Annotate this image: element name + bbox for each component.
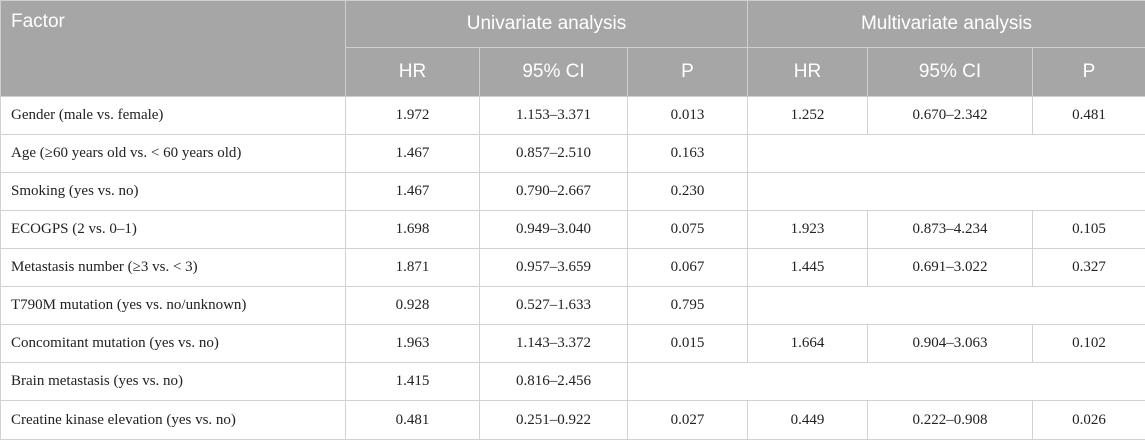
univariate-header: Univariate analysis	[344, 0, 749, 48]
table-row: Brain metastasis (yes vs. no) 1.415 0.81…	[0, 362, 1145, 401]
univariate-p-cell: 0.013	[626, 96, 749, 135]
multivariate-ci-cell: 0.873–4.234	[867, 210, 1034, 249]
univariate-p-cell: 0.163	[626, 134, 749, 173]
multivariate-empty-cell	[747, 134, 1145, 173]
multivariate-p-cell: 0.105	[1032, 210, 1145, 249]
univariate-ci-cell: 0.949–3.040	[479, 210, 628, 249]
factor-cell: Creatine kinase elevation (yes vs. no)	[0, 400, 346, 440]
table-row: Concomitant mutation (yes vs. no) 1.963 …	[0, 324, 1145, 363]
univariate-p-cell: 0.067	[626, 248, 749, 287]
multivariate-p-cell: 0.026	[1032, 400, 1145, 440]
univariate-ci-cell: 0.251–0.922	[479, 400, 628, 440]
table-row: Smoking (yes vs. no) 1.467 0.790–2.667 0…	[0, 172, 1145, 211]
table-header: Factor Univariate analysis Multivariate …	[0, 0, 1145, 97]
univariate-hr-cell: 0.928	[345, 286, 480, 325]
univariate-ci-cell: 0.790–2.667	[479, 172, 628, 211]
univariate-hr-cell: 1.871	[345, 248, 480, 287]
univariate-hr-cell: 1.698	[345, 210, 480, 249]
table-row: ECOGPS (2 vs. 0–1) 1.698 0.949–3.040 0.0…	[0, 210, 1145, 249]
univariate-ci-cell: 0.957–3.659	[479, 248, 628, 287]
table-row: Metastasis number (≥3 vs. < 3) 1.871 0.9…	[0, 248, 1145, 287]
univariate-p-cell: 0.230	[626, 172, 749, 211]
table-row: Gender (male vs. female) 1.972 1.153–3.3…	[0, 96, 1145, 135]
factor-cell: Age (≥60 years old vs. < 60 years old)	[0, 134, 346, 173]
multivariate-ci-header: 95% CI	[867, 47, 1034, 97]
factor-cell: Gender (male vs. female)	[0, 96, 346, 135]
table-body: Gender (male vs. female) 1.972 1.153–3.3…	[0, 96, 1145, 440]
univariate-ci-cell: 1.143–3.372	[479, 324, 628, 363]
multivariate-p-cell: 0.327	[1032, 248, 1145, 287]
multivariate-p-cell: 0.481	[1032, 96, 1145, 135]
univariate-hr-cell: 1.972	[345, 96, 480, 135]
table-row: T790M mutation (yes vs. no/unknown) 0.92…	[0, 286, 1145, 325]
multivariate-p-header: P	[1032, 47, 1145, 97]
univariate-hr-header: HR	[345, 47, 480, 97]
factor-cell: Brain metastasis (yes vs. no)	[0, 362, 346, 401]
univariate-hr-cell: 1.963	[345, 324, 480, 363]
multivariate-ci-cell: 0.691–3.022	[867, 248, 1034, 287]
multivariate-empty-cell	[747, 172, 1145, 211]
univariate-hr-cell: 1.467	[345, 172, 480, 211]
univariate-ci-cell: 0.816–2.456	[479, 362, 628, 401]
multivariate-hr-cell: 1.445	[747, 248, 869, 287]
multivariate-hr-cell: 1.923	[747, 210, 869, 249]
univariate-p-cell: 0.015	[626, 324, 749, 363]
univariate-hr-cell: 1.467	[345, 134, 480, 173]
factor-cell: Metastasis number (≥3 vs. < 3)	[0, 248, 346, 287]
multivariate-hr-header: HR	[747, 47, 869, 97]
empty-cell	[626, 362, 1145, 401]
univariate-hr-cell: 0.481	[345, 400, 480, 440]
multivariate-hr-cell: 1.664	[747, 324, 869, 363]
univariate-ci-cell: 0.527–1.633	[479, 286, 628, 325]
univariate-hr-cell: 1.415	[345, 362, 480, 401]
univariate-p-header: P	[626, 47, 749, 97]
table-row: Creatine kinase elevation (yes vs. no) 0…	[0, 400, 1145, 440]
univariate-p-cell: 0.075	[626, 210, 749, 249]
multivariate-p-cell: 0.102	[1032, 324, 1145, 363]
multivariate-hr-cell: 1.252	[747, 96, 869, 135]
univariate-ci-header: 95% CI	[479, 47, 628, 97]
factor-cell: T790M mutation (yes vs. no/unknown)	[0, 286, 346, 325]
factor-cell: ECOGPS (2 vs. 0–1)	[0, 210, 346, 249]
multivariate-ci-cell: 0.222–0.908	[867, 400, 1034, 440]
multivariate-header: Multivariate analysis	[747, 0, 1145, 48]
univariate-ci-cell: 1.153–3.371	[479, 96, 628, 135]
factor-cell: Smoking (yes vs. no)	[0, 172, 346, 211]
univariate-p-cell: 0.027	[626, 400, 749, 440]
univariate-ci-cell: 0.857–2.510	[479, 134, 628, 173]
multivariate-ci-cell: 0.670–2.342	[867, 96, 1034, 135]
univariate-p-cell: 0.795	[626, 286, 749, 325]
multivariate-ci-cell: 0.904–3.063	[867, 324, 1034, 363]
factor-cell: Concomitant mutation (yes vs. no)	[0, 324, 346, 363]
factor-header: Factor	[0, 0, 346, 97]
multivariate-empty-cell	[747, 286, 1145, 325]
multivariate-hr-cell: 0.449	[747, 400, 869, 440]
table-row: Age (≥60 years old vs. < 60 years old) 1…	[0, 134, 1145, 173]
